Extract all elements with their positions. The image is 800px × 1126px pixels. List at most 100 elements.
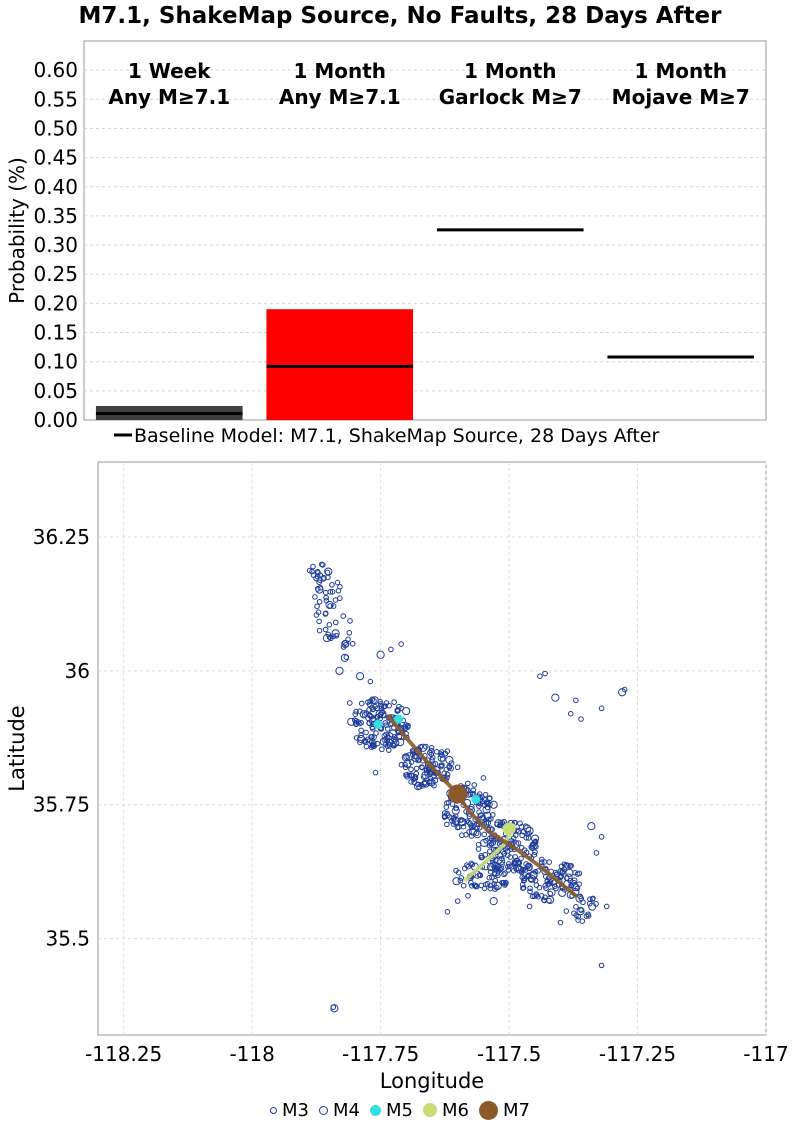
m3-event: [391, 699, 397, 705]
m3-event: [511, 835, 517, 841]
m4-event: [347, 717, 356, 726]
m3-event: [459, 832, 465, 839]
m3-event: [372, 769, 379, 776]
m3-event: [571, 877, 578, 884]
m3-event: [314, 603, 320, 610]
y-tick-label: 36: [65, 659, 90, 683]
m3-event: [532, 877, 539, 884]
m3-event: [468, 879, 474, 886]
legend-label: M5: [386, 1099, 413, 1121]
m3-event: [353, 708, 359, 715]
m3-event: [441, 770, 448, 777]
m3-event: [536, 884, 543, 891]
x-tick-label: -117.5: [477, 1042, 541, 1066]
m3-event: [598, 962, 605, 969]
x-tick-label: -118.25: [85, 1042, 162, 1066]
m4-event: [541, 866, 550, 876]
m3-event: [357, 739, 363, 746]
m3-event: [334, 579, 341, 586]
legend-label: M7: [502, 1099, 530, 1121]
m3-event: [497, 819, 504, 826]
m3-event: [427, 775, 434, 782]
legend-item-m4: M4: [319, 1100, 360, 1121]
m3-event: [453, 820, 460, 827]
category-label: Any M≥7.1: [279, 85, 401, 109]
m3-event: [460, 882, 467, 889]
m3-event: [542, 894, 548, 901]
legend-marker: [478, 1100, 498, 1120]
m4-event: [322, 634, 332, 643]
m3-event: [465, 892, 471, 899]
m3-event: [317, 577, 323, 583]
m4-event: [331, 629, 340, 638]
m3-event: [494, 865, 501, 872]
m3-event: [444, 748, 451, 754]
legend-item-m6: M6: [422, 1100, 469, 1121]
m3-event: [323, 594, 329, 601]
m3-event: [340, 613, 347, 619]
page-title: M7.1, ShakeMap Source, No Faults, 28 Day…: [78, 3, 722, 29]
m3-event: [527, 885, 533, 892]
m3-event: [346, 700, 353, 706]
m4-event: [489, 897, 498, 906]
m3-event: [330, 603, 337, 609]
m3-event: [578, 716, 584, 722]
m3-event: [477, 812, 484, 819]
legend-item-m7: M7: [478, 1099, 530, 1121]
m4-event: [405, 752, 414, 761]
m3-event: [448, 765, 454, 772]
m3-event: [466, 829, 472, 835]
m3-event: [454, 898, 461, 904]
m4-event: [451, 806, 460, 815]
category-label: 1 Month: [634, 59, 727, 83]
m3-event: [535, 868, 542, 874]
m3-event: [347, 618, 353, 624]
category-label: Any M≥7.1: [108, 85, 230, 109]
m3-event: [492, 866, 498, 872]
m3-event: [521, 877, 527, 884]
m3-event: [422, 743, 429, 750]
y-tick-label: 0.20: [33, 291, 78, 315]
m3-event: [557, 919, 564, 926]
m4-event: [587, 822, 596, 831]
m3-event: [382, 720, 389, 726]
category-label: 1 Month: [293, 59, 386, 83]
m3-event: [326, 634, 333, 641]
x-tick-label: -117.25: [599, 1042, 676, 1066]
m3-event: [558, 863, 565, 870]
m4-event: [437, 753, 446, 763]
m3-event: [382, 703, 388, 710]
m3-event: [454, 764, 461, 771]
m3-event: [312, 594, 318, 600]
m3-event: [502, 870, 508, 876]
m4-event: [359, 710, 368, 719]
m3-event: [413, 765, 420, 772]
m3-event: [404, 724, 411, 730]
m3-event: [479, 798, 485, 805]
m3-event: [501, 850, 508, 857]
m4-event: [457, 817, 466, 826]
m3-event: [506, 861, 512, 867]
m3-event: [367, 712, 373, 719]
m3-event: [537, 673, 543, 680]
m3-event: [467, 791, 474, 798]
y-axis-label: Probability (%): [5, 157, 29, 304]
m4-event: [473, 830, 482, 839]
m3-event: [485, 820, 491, 826]
m3-event: [333, 632, 340, 639]
m3-event: [346, 629, 353, 636]
m3-event: [379, 709, 385, 716]
m3-event: [441, 813, 448, 819]
probability-bar-chart: 0.00 0.05 0.10 0.15 0.20 0.25 0.30 0.35 0.40 0.45…: [5, 40, 767, 447]
m3-event: [519, 832, 525, 839]
m3-event: [515, 840, 522, 846]
m3-event: [575, 917, 581, 923]
y-tick-label: 0.05: [33, 379, 78, 403]
m4-event: [575, 894, 584, 903]
m3-event: [518, 844, 525, 851]
m3-event: [384, 726, 391, 732]
m4-event: [565, 868, 574, 877]
m3-event: [553, 871, 560, 877]
m3-event: [487, 848, 493, 855]
m3-event: [367, 678, 374, 685]
